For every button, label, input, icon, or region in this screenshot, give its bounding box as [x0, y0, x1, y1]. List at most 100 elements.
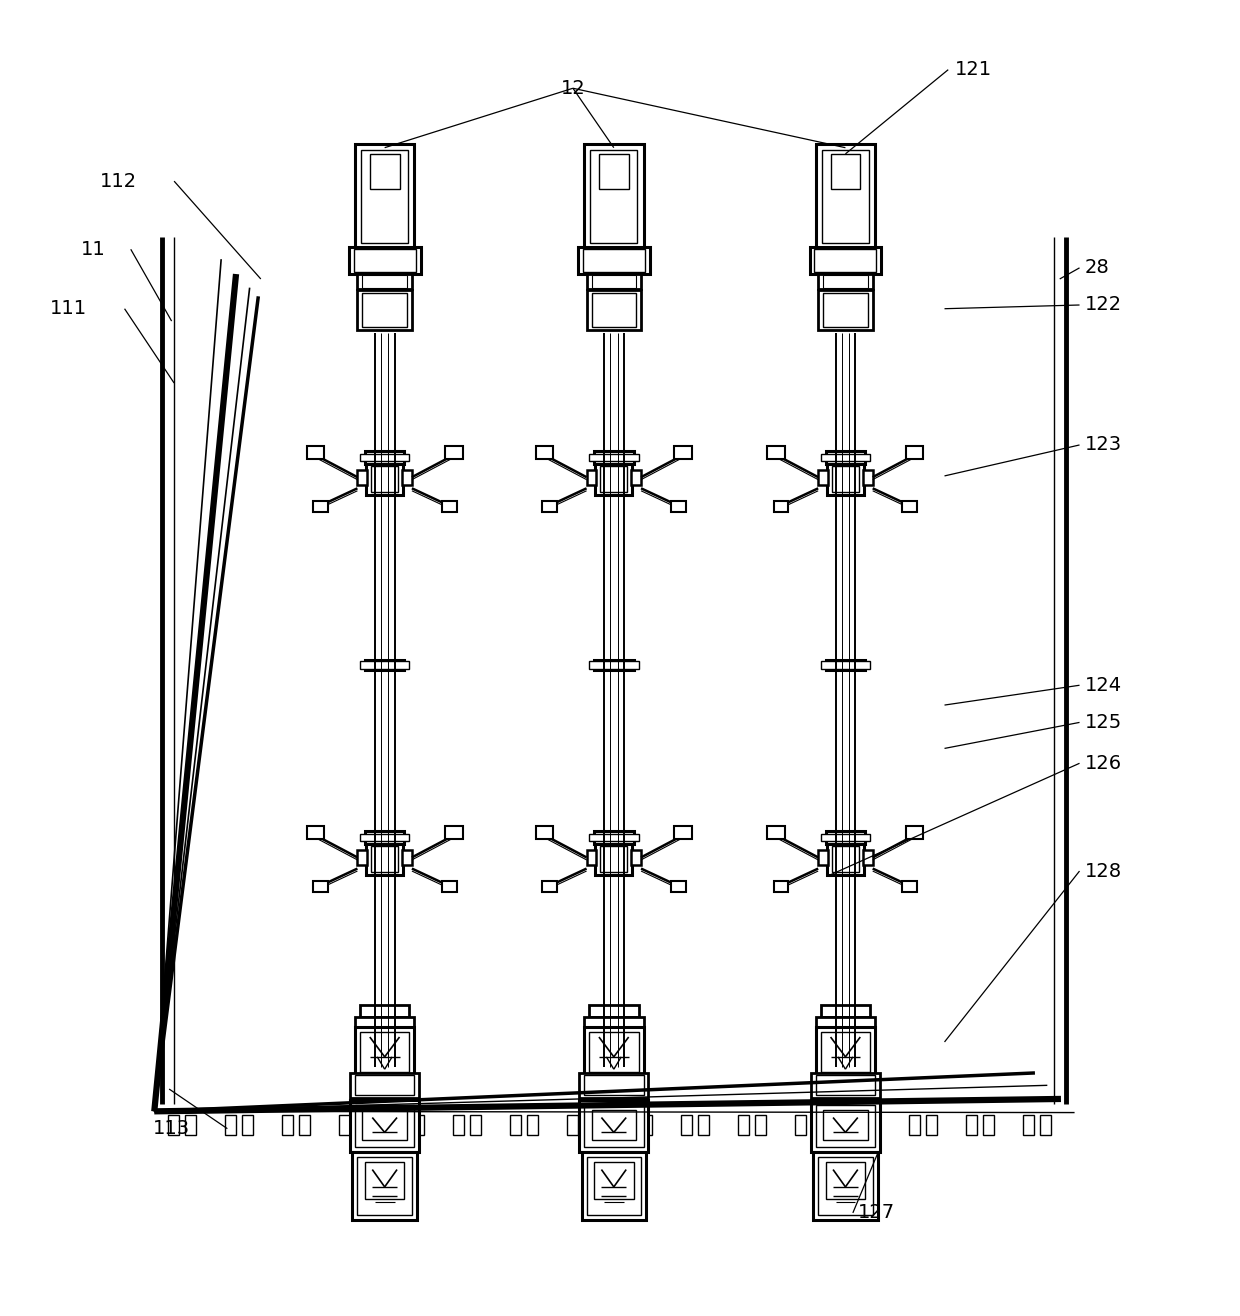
- Bar: [594, 832, 634, 844]
- Bar: [355, 1105, 414, 1148]
- Bar: [355, 1026, 414, 1076]
- Bar: [815, 249, 877, 271]
- Bar: [584, 1017, 644, 1026]
- Bar: [579, 1100, 649, 1153]
- Text: 112: 112: [99, 171, 136, 191]
- Bar: [357, 470, 367, 484]
- Bar: [441, 500, 456, 512]
- Bar: [396, 1115, 407, 1134]
- Bar: [362, 275, 407, 288]
- Bar: [826, 451, 866, 463]
- Bar: [823, 1111, 868, 1140]
- Bar: [362, 1111, 407, 1140]
- Bar: [594, 659, 634, 670]
- Bar: [903, 500, 918, 512]
- Bar: [441, 880, 456, 892]
- Bar: [402, 850, 412, 865]
- Text: 122: 122: [1085, 296, 1122, 315]
- Bar: [510, 1115, 521, 1134]
- Bar: [527, 1115, 538, 1134]
- Bar: [983, 1115, 994, 1134]
- Bar: [370, 154, 399, 188]
- Bar: [350, 1100, 419, 1153]
- Bar: [470, 1115, 481, 1134]
- Bar: [813, 1153, 878, 1220]
- Bar: [863, 850, 873, 865]
- Text: 113: 113: [153, 1119, 190, 1138]
- Bar: [1023, 1115, 1034, 1134]
- Bar: [594, 1162, 634, 1199]
- Bar: [600, 846, 627, 873]
- Bar: [826, 832, 866, 844]
- Bar: [536, 446, 553, 458]
- Bar: [595, 844, 632, 875]
- Bar: [306, 826, 324, 838]
- Bar: [306, 446, 324, 458]
- Bar: [818, 1157, 873, 1216]
- Bar: [583, 249, 645, 271]
- Bar: [281, 1115, 293, 1134]
- Bar: [821, 1032, 870, 1071]
- Bar: [360, 1032, 409, 1071]
- Bar: [821, 1005, 870, 1017]
- Bar: [816, 1075, 875, 1095]
- Text: 11: 11: [81, 240, 105, 259]
- Bar: [365, 832, 404, 844]
- Text: 12: 12: [560, 79, 585, 97]
- Bar: [360, 1005, 409, 1017]
- Bar: [821, 834, 870, 841]
- Bar: [355, 143, 414, 249]
- Bar: [360, 454, 409, 461]
- Bar: [811, 1100, 880, 1153]
- Bar: [582, 1153, 646, 1220]
- Bar: [768, 446, 785, 458]
- Bar: [587, 470, 596, 484]
- Bar: [589, 454, 639, 461]
- Bar: [357, 274, 412, 290]
- Bar: [818, 290, 873, 330]
- Bar: [587, 274, 641, 290]
- Text: 124: 124: [1085, 675, 1122, 695]
- Bar: [641, 1115, 652, 1134]
- Bar: [365, 1162, 404, 1199]
- Bar: [353, 249, 415, 271]
- Bar: [591, 275, 636, 288]
- Text: 128: 128: [1085, 862, 1122, 880]
- Text: 121: 121: [955, 61, 992, 79]
- Bar: [816, 1026, 875, 1076]
- Bar: [365, 451, 404, 463]
- Bar: [372, 249, 397, 265]
- Bar: [371, 466, 398, 492]
- Bar: [823, 292, 868, 328]
- Bar: [909, 1115, 920, 1134]
- Bar: [826, 659, 866, 670]
- Bar: [852, 1115, 863, 1134]
- Bar: [542, 880, 557, 892]
- Bar: [584, 1026, 644, 1076]
- Bar: [362, 292, 407, 328]
- Bar: [445, 826, 463, 838]
- Bar: [371, 846, 398, 873]
- Bar: [355, 1017, 414, 1026]
- Bar: [352, 1153, 417, 1220]
- Text: 28: 28: [1085, 258, 1110, 278]
- Bar: [832, 466, 859, 492]
- Bar: [312, 500, 327, 512]
- Bar: [350, 1073, 419, 1098]
- Bar: [827, 463, 864, 495]
- Bar: [355, 1075, 414, 1095]
- Bar: [365, 659, 404, 670]
- Bar: [357, 850, 367, 865]
- Bar: [755, 1115, 766, 1134]
- Bar: [816, 143, 875, 249]
- Bar: [906, 826, 924, 838]
- Bar: [906, 446, 924, 458]
- Bar: [589, 1032, 639, 1071]
- Text: 123: 123: [1085, 436, 1122, 454]
- Text: 111: 111: [51, 299, 87, 318]
- Bar: [681, 1115, 692, 1134]
- Bar: [167, 1115, 179, 1134]
- Bar: [816, 1017, 875, 1026]
- Bar: [698, 1115, 709, 1134]
- Bar: [402, 470, 412, 484]
